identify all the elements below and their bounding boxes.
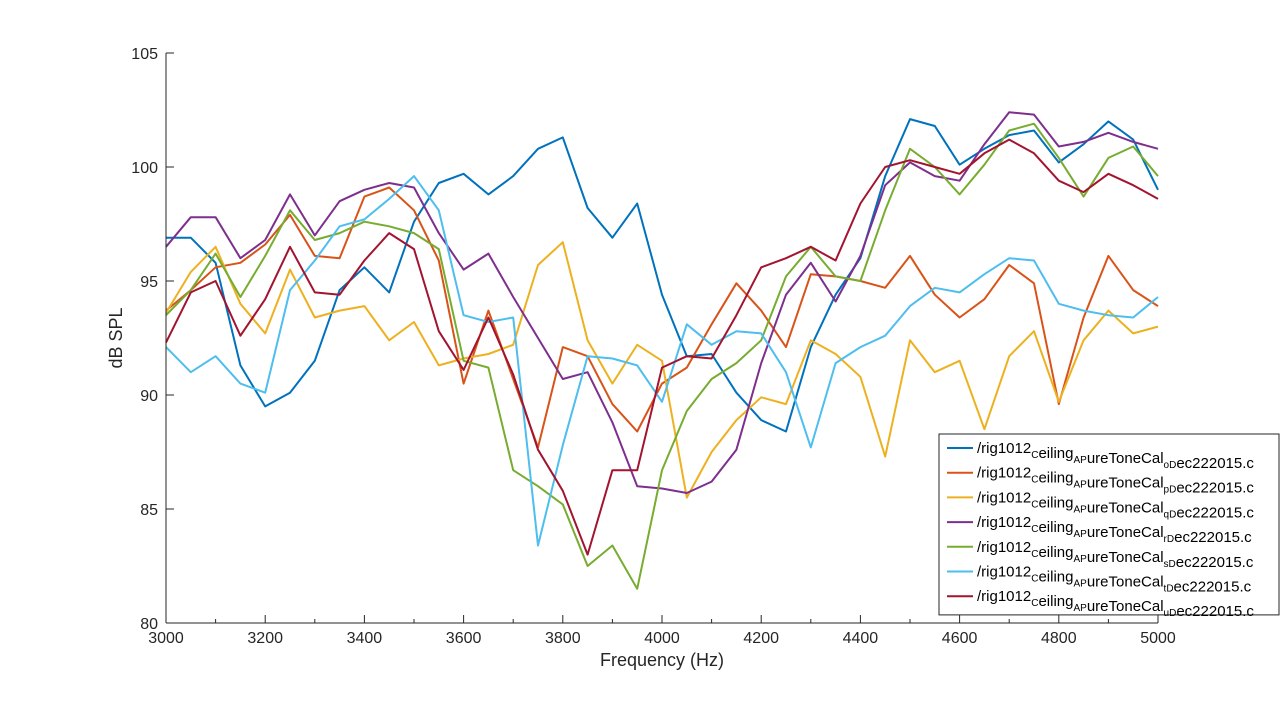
y-tick-label: 90 (140, 388, 158, 405)
x-tick-label: 3600 (446, 630, 482, 647)
x-tick-label: 3200 (247, 630, 283, 647)
series-line-5 (165, 175, 1159, 547)
x-tick-label: 3000 (148, 630, 184, 647)
legend-entry: /rig1012CeilingAPureToneCalsDec222015.c (977, 539, 1254, 571)
y-tick-label: 105 (131, 46, 158, 63)
series-layer (165, 111, 1159, 590)
legend-box (938, 433, 1280, 616)
y-tick-label: 80 (140, 616, 158, 633)
y-tick-label: 85 (140, 502, 158, 519)
x-axis-label: Frequency (Hz) (600, 650, 724, 670)
legend-entry: /rig1012CeilingAPureToneCalrDec222015.c (977, 514, 1252, 546)
x-tick-label: 4600 (942, 630, 978, 647)
legend: /rig1012CeilingAPureToneCaloDec222015.c/… (938, 433, 1280, 620)
x-tick-label: 3400 (347, 630, 383, 647)
legend-entry: /rig1012CeilingAPureToneCaloDec222015.c (977, 440, 1254, 472)
x-tick-label: 4800 (1041, 630, 1077, 647)
x-tick-label: 4000 (644, 630, 680, 647)
series-line-1 (165, 186, 1159, 449)
x-tick-label: 4400 (843, 630, 879, 647)
legend-entry: /rig1012CeilingAPureToneCalpDec222015.c (977, 465, 1254, 497)
y-tick-label: 95 (140, 274, 158, 291)
series-line-2 (165, 241, 1159, 499)
y-tick-label: 100 (131, 160, 158, 177)
legend-entry: /rig1012CeilingAPureToneCalqDec222015.c (977, 489, 1254, 521)
legend-entry: /rig1012CeilingAPureToneCaluDec222015.c (977, 588, 1254, 620)
series-line-4 (165, 122, 1159, 590)
series-line-6 (165, 138, 1159, 556)
series-line-3 (165, 111, 1159, 494)
legend-entry: /rig1012CeilingAPureToneCaltDec222015.c (977, 564, 1252, 596)
x-tick-label: 4200 (743, 630, 779, 647)
ticks-layer: 3000 3200 3400 3600 3800 4000 4200 4400 4600 4800… (131, 46, 1176, 647)
y-axis-label: dB SPL (106, 307, 126, 368)
x-tick-label: 3800 (545, 630, 581, 647)
x-tick-label: 5000 (1140, 630, 1176, 647)
